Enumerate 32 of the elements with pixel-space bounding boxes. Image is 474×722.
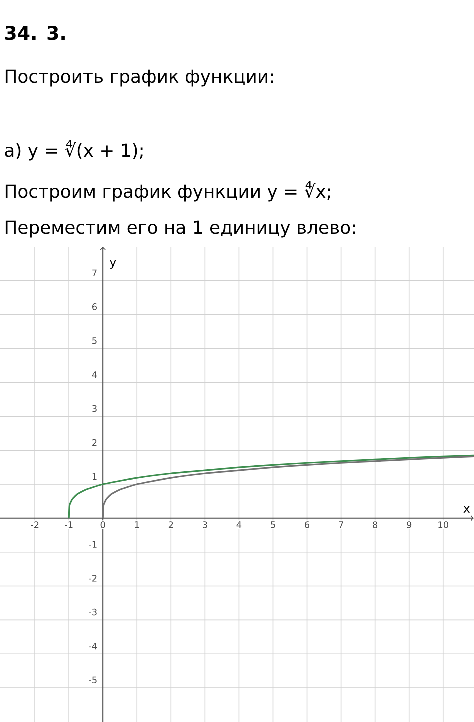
y-tick-label: -4 [89, 643, 98, 650]
x-tick-label: 6 [305, 522, 310, 528]
chart-title: 34. 3. [5, 26, 65, 40]
y-tick-label: -5 [89, 676, 97, 684]
y-tick-label: 3 [92, 405, 97, 412]
x-tick-label: -1 [65, 522, 73, 528]
x-tick-label: 8 [373, 522, 378, 528]
x-tick-label: 4 [236, 522, 242, 528]
x-axis-title: x [464, 506, 470, 513]
y-tick-label: -1 [89, 541, 97, 548]
x-tick-label: 9 [407, 522, 412, 528]
x-tick-label: 5 [271, 522, 276, 528]
text: а) y = ∜(x + 1); [5, 140, 143, 161]
y-tick-label: 5 [92, 338, 97, 344]
x-tick-label: -2 [31, 522, 39, 528]
y-tick-label: -3 [89, 608, 97, 616]
x-tick-label: 2 [168, 522, 174, 528]
y-axis-title: y [110, 260, 116, 270]
y-tick-label: 6 [92, 304, 98, 310]
x-tick-label: 10 [438, 522, 448, 528]
chart-subtitle: Построить график функции: [6, 70, 273, 87]
x-tick-label: 3 [203, 522, 208, 528]
x-tick-label: 0 [100, 522, 106, 528]
text: Переместим его на 1 единицу влево: [6, 220, 356, 238]
x-tick-label: 1 [135, 522, 140, 528]
text: Построим график функции y = ∜x; [6, 181, 330, 202]
y-tick-label: 7 [92, 270, 97, 276]
y-tick-label: 2 [92, 439, 97, 446]
y-tick-label: 1 [92, 473, 97, 480]
y-tick-label: -2 [89, 575, 97, 582]
y-tick-label: 4 [92, 372, 98, 378]
x-tick-label: 7 [339, 522, 344, 528]
